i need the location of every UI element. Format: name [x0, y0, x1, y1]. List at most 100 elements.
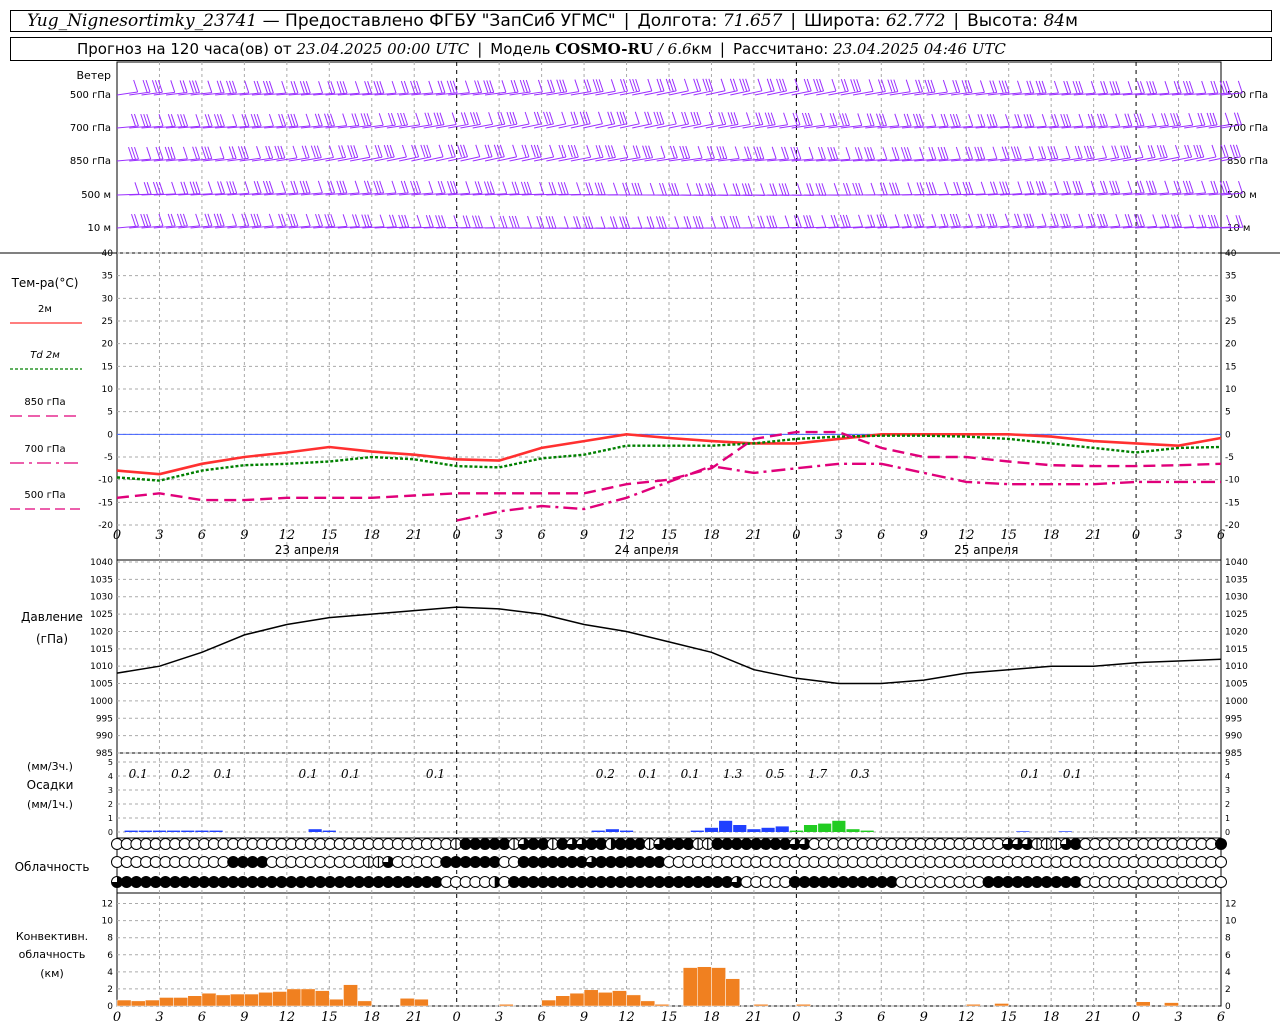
wind-barb-shaft — [141, 158, 164, 162]
wind-barb-feather — [1083, 145, 1089, 159]
wind-barb-feather — [539, 215, 545, 229]
temp-ytick-left: 20 — [102, 340, 114, 350]
wind-barb-feather — [177, 114, 183, 127]
wind-barb-feather — [829, 113, 835, 126]
wind-barb-feather — [989, 181, 995, 194]
wind-level-label: 850 гПа — [70, 156, 111, 167]
wind-barb-shaft — [300, 157, 322, 162]
wind-barb-feather — [219, 114, 225, 127]
wind-barb-feather — [1173, 113, 1179, 126]
wind-barb-feather — [598, 145, 604, 158]
wind-barb-feather — [722, 146, 728, 159]
wind-barb-shaft — [190, 225, 212, 229]
wind-barb-shaft — [742, 124, 763, 129]
wind-barb-feather — [1016, 146, 1022, 159]
wind-barb-feather — [573, 144, 579, 158]
wind-barb-feather — [955, 146, 961, 160]
wind-barb-feather — [290, 81, 296, 94]
wind-barb-shaft — [460, 192, 483, 196]
hour-label-bottom: 0 — [792, 1010, 800, 1024]
wind-barb-shaft — [681, 90, 701, 96]
wind-barb-shaft — [1184, 192, 1206, 196]
wind-barb-feather — [416, 180, 422, 194]
wind-barb-feather — [940, 146, 946, 160]
wind-barb-shaft — [1036, 157, 1058, 162]
wind-barb-feather — [1124, 214, 1130, 227]
temp-legend-label: 2м — [38, 304, 52, 315]
wind-barb-feather — [796, 183, 802, 196]
wind-barb-feather — [817, 146, 823, 160]
wind-barb-feather — [330, 113, 335, 126]
wind-barb-feather — [403, 112, 409, 126]
wind-barb-feather — [390, 112, 396, 126]
wind-barb-feather — [770, 112, 776, 125]
wind-barb-feather — [697, 146, 703, 159]
wind-barb-feather — [683, 216, 689, 229]
wind-barb-feather — [1017, 181, 1023, 194]
wind-barb-feather — [549, 111, 554, 125]
wind-barb-feather — [265, 80, 271, 94]
wind-barb-shaft — [497, 156, 517, 162]
wind-barb-feather — [905, 79, 911, 92]
wind-barb-feather — [1138, 145, 1144, 158]
conv-bar — [187, 995, 203, 1007]
wind-barb-feather — [1223, 144, 1229, 158]
wind-barb-feather — [366, 180, 372, 193]
wind-barb-feather — [465, 181, 471, 194]
wind-barb-feather — [231, 80, 237, 94]
wind-barb-feather — [253, 181, 259, 194]
wind-barb-feather — [656, 111, 662, 125]
wind-barb-feather — [867, 147, 873, 160]
wind-barb-shaft — [264, 125, 286, 129]
wind-barb-shaft — [975, 158, 998, 162]
wind-barb-feather — [1060, 213, 1066, 227]
wind-barb-shaft — [1110, 125, 1132, 129]
wind-barb-shaft — [1110, 157, 1131, 162]
wind-barb-feather — [446, 80, 452, 93]
wind-barb-feather — [1077, 145, 1083, 159]
wind-barb-feather — [180, 114, 186, 127]
wind-barb-feather — [499, 215, 505, 229]
wind-barb-feather — [672, 145, 678, 159]
wind-barb-shaft — [386, 156, 407, 162]
wind-barb-feather — [514, 181, 520, 194]
conv-ytick-left: 10 — [102, 917, 114, 927]
wind-barb-feather — [674, 183, 680, 196]
wind-barb-feather — [342, 180, 348, 193]
wind-barb-shaft — [251, 157, 273, 162]
wind-barb-feather — [1026, 213, 1032, 226]
wind-barb-feather — [850, 79, 856, 92]
wind-barb-feather — [809, 215, 815, 228]
wind-barb-feather — [882, 113, 887, 126]
wind-barb-feather — [182, 213, 188, 227]
wind-barb-feather — [1238, 180, 1243, 194]
wind-barb-feather — [207, 213, 213, 226]
wind-barb-feather — [607, 111, 613, 124]
wind-barb-shaft — [362, 192, 384, 196]
wind-barb-feather — [293, 81, 299, 94]
wind-barb-feather — [1201, 180, 1207, 194]
cloud-panel-label: Облачность — [15, 860, 90, 874]
hour-label: 12 — [279, 528, 296, 543]
wind-barb-feather — [813, 78, 819, 92]
wind-barb-feather — [1066, 213, 1072, 227]
wind-barb-feather — [793, 215, 799, 228]
wind-barb-feather — [665, 78, 671, 92]
wind-barb-feather — [647, 78, 653, 92]
wind-barb-feather — [570, 144, 576, 158]
wind-barb-shaft — [717, 90, 738, 96]
wind-barb-feather — [820, 146, 826, 160]
wind-barb-shaft — [1220, 226, 1243, 229]
wind-barb-feather — [351, 214, 357, 227]
wind-barb-feather — [757, 215, 763, 228]
wind-barb-feather — [191, 80, 197, 93]
wind-barb-feather — [462, 215, 468, 228]
wind-barb-feather — [400, 112, 406, 126]
wind-level-label-right: 850 гПа — [1227, 156, 1268, 167]
wind-barb-shaft — [877, 158, 900, 162]
lon-value: 71.657 — [722, 11, 783, 31]
wind-barb-feather — [793, 146, 799, 160]
wind-barb-feather — [796, 215, 802, 228]
wind-barb-shaft — [1208, 192, 1231, 196]
wind-barb-shaft — [215, 157, 237, 162]
